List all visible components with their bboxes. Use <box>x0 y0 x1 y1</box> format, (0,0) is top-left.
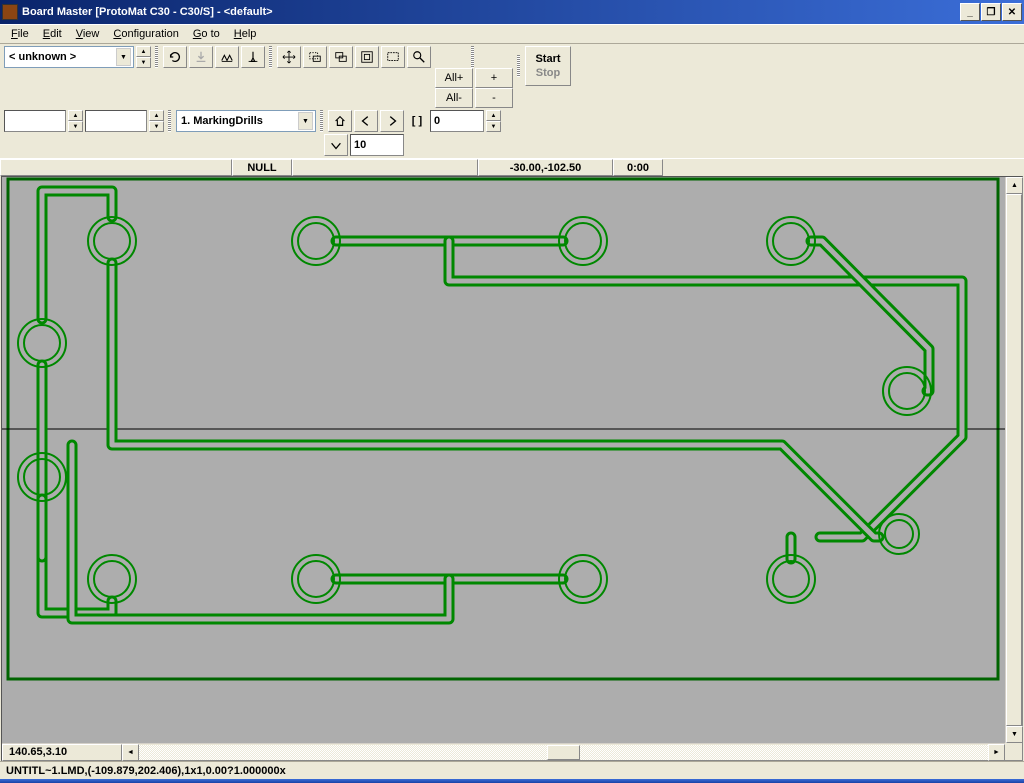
y-input[interactable] <box>85 110 147 132</box>
scroll-thumb-horizontal[interactable] <box>547 745 581 760</box>
scroll-thumb-vertical[interactable] <box>1006 194 1022 726</box>
titlebar: Board Master [ProtoMat C30 - C30/S] - <d… <box>0 0 1024 24</box>
minimize-button[interactable]: _ <box>960 3 980 21</box>
maximize-button[interactable]: ❐ <box>981 3 1001 21</box>
menu-configuration[interactable]: Configuration <box>106 26 185 42</box>
phase-dropdown[interactable]: 1. MarkingDrills ▼ <box>176 110 316 132</box>
step-input[interactable]: 10 <box>350 134 404 156</box>
select-rect-button[interactable] <box>303 46 327 68</box>
scroll-corner <box>1005 743 1022 760</box>
cursor-coords: 140.65,3.10 <box>2 744 122 761</box>
scrollbar-horizontal-row: 140.65,3.10 ◄ ► <box>2 743 1005 760</box>
stop-label: Stop <box>536 66 560 80</box>
brackets-label: [ ] <box>406 115 428 127</box>
scroll-down-button[interactable]: ▼ <box>1006 726 1023 743</box>
arrow-down-button[interactable] <box>324 134 348 156</box>
scroll-left-button[interactable]: ◄ <box>122 744 139 761</box>
menu-view[interactable]: View <box>69 26 107 42</box>
menubar: File Edit View Configuration Go to Help <box>0 24 1024 44</box>
home-button[interactable] <box>328 110 352 132</box>
scroll-right-button[interactable]: ► <box>988 744 1005 761</box>
mill-button[interactable] <box>215 46 239 68</box>
taskbar-edge <box>0 779 1024 783</box>
chevron-down-icon: ▼ <box>116 48 131 66</box>
minus-button[interactable]: - <box>475 88 513 108</box>
start-stop-button[interactable]: Start Stop <box>525 46 571 86</box>
drill-button[interactable] <box>241 46 265 68</box>
zoom-button[interactable] <box>407 46 431 68</box>
arrow-right-button[interactable] <box>380 110 404 132</box>
status-cell-blank2 <box>292 159 478 176</box>
tool-down-button[interactable] <box>189 46 213 68</box>
plus-button[interactable]: + <box>475 68 513 88</box>
arrow-left-button[interactable] <box>354 110 378 132</box>
scroll-track-horizontal[interactable] <box>139 745 988 760</box>
menu-edit[interactable]: Edit <box>36 26 69 42</box>
index-spin-up[interactable]: ▲ <box>486 110 501 121</box>
index-input[interactable]: 0 <box>430 110 484 132</box>
app-icon <box>2 4 18 20</box>
select-inside-button[interactable] <box>355 46 379 68</box>
window-title: Board Master [ProtoMat C30 - C30/S] - <d… <box>22 6 960 18</box>
all-plus-button[interactable]: All+ <box>435 68 473 88</box>
status-bar: UNTITL~1.LMD,(-109.879,202.406),1x1,0.00… <box>0 761 1024 779</box>
x-input[interactable] <box>4 110 66 132</box>
status-coords: -30.00,-102.50 <box>478 159 613 176</box>
chevron-down-icon: ▼ <box>298 112 313 130</box>
menu-help[interactable]: Help <box>227 26 264 42</box>
head-spin-down[interactable]: ▼ <box>136 57 151 68</box>
status-row-top: NULL -30.00,-102.50 0:00 <box>0 158 1024 176</box>
all-minus-button[interactable]: All- <box>435 88 473 108</box>
x-spin-down[interactable]: ▼ <box>68 121 83 132</box>
canvas-area[interactable]: ▲ ▼ 140.65,3.10 ◄ ► <box>1 176 1023 761</box>
status-text: UNTITL~1.LMD,(-109.879,202.406),1x1,0.00… <box>6 765 286 777</box>
select-overlap-button[interactable] <box>329 46 353 68</box>
head-dropdown-value: < unknown > <box>9 51 76 63</box>
zoom-window-button[interactable] <box>381 46 405 68</box>
head-dropdown[interactable]: < unknown > ▼ <box>4 46 134 68</box>
menu-goto[interactable]: Go to <box>186 26 227 42</box>
toolbar-second: ▲ ▼ ▲ ▼ 1. MarkingDrills ▼ [ ] 0 ▲ ▼ <box>0 110 1024 134</box>
phase-dropdown-value: 1. MarkingDrills <box>181 115 263 127</box>
status-cell-blank1 <box>0 159 232 176</box>
toolbar-third: 10 <box>0 134 1024 158</box>
move-button[interactable] <box>277 46 301 68</box>
menu-file[interactable]: File <box>4 26 36 42</box>
scrollbar-vertical[interactable]: ▲ ▼ <box>1005 177 1022 743</box>
status-time: 0:00 <box>613 159 663 176</box>
status-null: NULL <box>232 159 292 176</box>
toolbar-top: < unknown > ▼ ▲ ▼ All+ + All- - St <box>0 44 1024 110</box>
close-button[interactable]: ✕ <box>1002 3 1022 21</box>
y-spin-down[interactable]: ▼ <box>149 121 164 132</box>
head-spin-up[interactable]: ▲ <box>136 46 151 57</box>
y-spin-up[interactable]: ▲ <box>149 110 164 121</box>
reload-button[interactable] <box>163 46 187 68</box>
scroll-up-button[interactable]: ▲ <box>1006 177 1023 194</box>
pcb-canvas <box>2 177 1005 743</box>
x-spin-up[interactable]: ▲ <box>68 110 83 121</box>
start-label: Start <box>535 52 560 66</box>
index-spin-down[interactable]: ▼ <box>486 121 501 132</box>
